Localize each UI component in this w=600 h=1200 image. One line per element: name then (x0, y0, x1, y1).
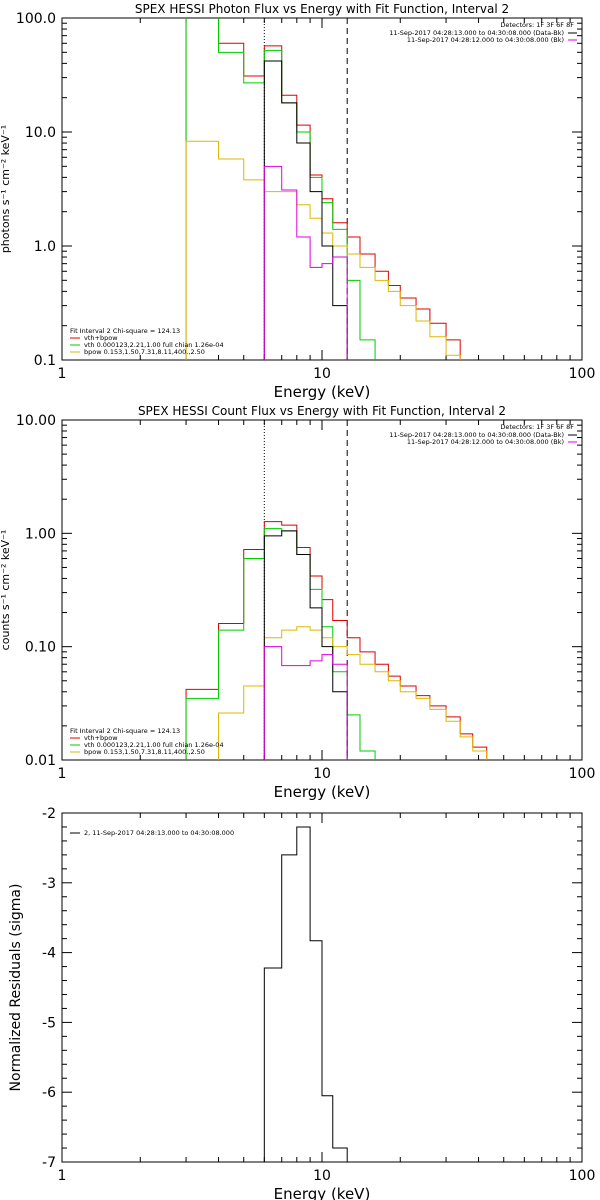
chart-title: SPEX HESSI Count Flux vs Energy with Fit… (138, 404, 506, 418)
legend-entry: vth+bpow (84, 734, 118, 742)
y-tick-label: 1.0 (34, 239, 56, 255)
y-tick-label: 0.1 (34, 353, 56, 369)
legend-right-entry: 11-Sep-2017 04:28:13.000 to 04:30:08.000… (389, 29, 564, 37)
series-group (263, 826, 348, 1162)
x-axis-label: Energy (keV) (274, 383, 371, 401)
y-tick-label: 1.00 (25, 526, 56, 542)
y-tick-label: 0.01 (25, 753, 56, 769)
y-axis-label: Normalized Residuals (sigma) (8, 884, 24, 1092)
y-tick-label: 10.00 (16, 413, 56, 429)
series-bpow (185, 140, 461, 360)
legend-entry: vth+bpow (84, 334, 118, 342)
x-axis-label: Energy (keV) (274, 783, 371, 801)
legend-entry: bpow 0.153,1.50,7.31,8.11,400.,2.50 (84, 348, 205, 356)
series-vth-bpow (185, 18, 461, 360)
y-tick-label: -7 (42, 1155, 56, 1171)
chart-panel-2: SPEX HESSI Count Flux vs Energy with Fit… (0, 404, 595, 801)
legend-entry: bpow 0.153,1.50,7.31,8.11,400.,2.50 (84, 748, 205, 756)
series-vth (185, 18, 376, 360)
y-tick-label: 10.0 (25, 125, 56, 141)
y-tick-label: -6 (42, 1085, 56, 1101)
detectors-label: Detectors: 1F 3F 6F 8F (500, 423, 574, 431)
series-data-bk (263, 530, 348, 760)
legend-fit-header: Fit Interval 2 Chi-square = 124.13 (70, 327, 180, 335)
legend-fit-header: Fit Interval 2 Chi-square = 124.13 (70, 727, 180, 735)
detectors-label: Detectors: 1F 3F 6F 8F (500, 21, 574, 29)
legend-entry: 2, 11-Sep-2017 04:28:13.000 to 04:30:08.… (84, 829, 234, 837)
series-2-11-sep-2017-04-28-13-000-to-04-30-08-000 (263, 826, 348, 1162)
series-vth-bpow (185, 521, 488, 760)
y-tick-label: -2 (42, 806, 56, 822)
legend-right-entry: 11-Sep-2017 04:28:12.000 to 04:30:08.000… (407, 438, 564, 446)
legend-right-entry: 11-Sep-2017 04:28:13.000 to 04:30:08.000… (389, 431, 564, 439)
series-group (185, 18, 461, 360)
x-tick-label: 10 (313, 766, 331, 782)
series-bpow (218, 626, 488, 760)
series-bk (263, 646, 348, 760)
legend-entry: vth 0.000123,2.21,1.00 full chian 1.26e-… (84, 341, 224, 349)
y-axis-label: photons s⁻¹ cm⁻² keV⁻¹ (0, 125, 12, 253)
x-tick-label: 1 (58, 1168, 67, 1184)
y-tick-label: -3 (42, 876, 56, 892)
y-tick-label: 0.10 (25, 640, 56, 656)
x-tick-label: 1 (58, 766, 67, 782)
series-group (185, 521, 488, 760)
y-tick-label: 100.0 (16, 11, 56, 27)
y-axis-label: counts s⁻¹ cm⁻² keV⁻¹ (0, 530, 12, 651)
x-tick-label: 100 (569, 766, 596, 782)
x-axis-label: Energy (keV) (274, 1185, 371, 1200)
legend-entry: vth 0.000123,2.21,1.00 full chian 1.26e-… (84, 741, 224, 749)
y-tick-label: -4 (42, 946, 56, 962)
x-tick-label: 100 (569, 1168, 596, 1184)
x-tick-label: 10 (313, 366, 331, 382)
series-data-bk (263, 60, 348, 360)
chart-panel-3: 1 10 100 Energy (keV) -7 -6 -5 -4 -3 -2 Normalized… (8, 806, 595, 1200)
x-tick-label: 1 (58, 366, 67, 382)
x-tick-label: 100 (569, 366, 596, 382)
chart-title: SPEX HESSI Photon Flux vs Energy with Fi… (135, 2, 509, 16)
x-tick-label: 10 (313, 1168, 331, 1184)
y-tick-label: -5 (42, 1015, 56, 1031)
chart-panel-1: SPEX HESSI Photon Flux vs Energy with Fi… (0, 2, 596, 401)
series-bk (263, 165, 348, 360)
legend-right-entry: 11-Sep-2017 04:28:12.000 to 04:30:08.000… (407, 36, 564, 44)
